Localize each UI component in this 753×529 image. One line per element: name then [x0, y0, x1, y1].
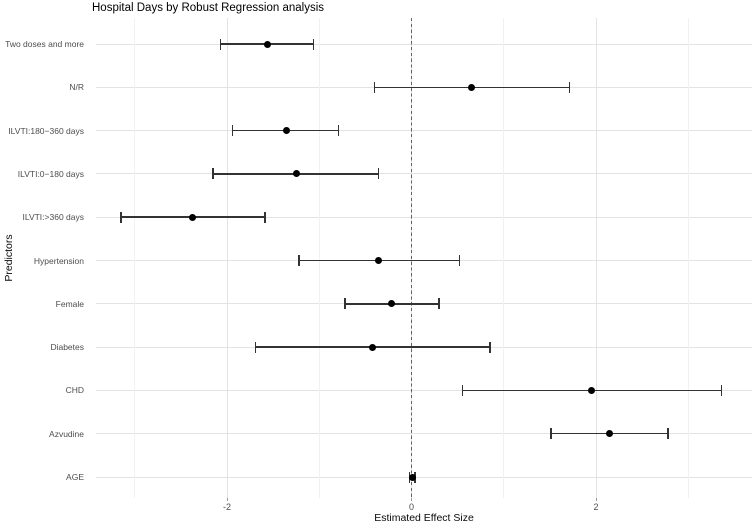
- estimate-point: [282, 127, 290, 135]
- gridline-horizontal: [96, 433, 752, 435]
- x-tick-mark: [595, 498, 597, 501]
- gridline-vertical-minor: [134, 18, 136, 498]
- estimate-point: [587, 386, 595, 394]
- estimate-point: [408, 473, 416, 481]
- errorbar-cap-right: [489, 341, 491, 353]
- gridline-horizontal: [96, 173, 752, 175]
- gridline-vertical-minor: [503, 18, 505, 498]
- errorbar-cap-left: [254, 341, 257, 353]
- errorbar-cap-right: [667, 428, 669, 440]
- estimate-point: [264, 40, 272, 48]
- errorbar-cap-right: [377, 168, 380, 180]
- errorbar-cap-left: [120, 211, 122, 223]
- gridline-horizontal: [96, 389, 752, 391]
- x-tick-label: 0: [409, 502, 415, 512]
- errorbar-cap-right: [568, 81, 571, 93]
- estimate-point: [189, 213, 197, 221]
- gridline-vertical-minor: [687, 18, 689, 498]
- estimate-point: [387, 300, 395, 308]
- estimate-point: [374, 257, 382, 264]
- x-axis: -2 0 2: [96, 498, 752, 516]
- category-label: Diabetes: [50, 342, 84, 353]
- category-label: Female: [55, 298, 84, 309]
- category-label: AGE: [66, 472, 84, 482]
- gridline-vertical-major: [595, 18, 597, 498]
- category-label: Azvudine: [49, 428, 84, 439]
- x-tick-mark: [226, 498, 228, 501]
- errorbar-cap-right: [337, 125, 340, 137]
- errorbar-cap-right: [720, 384, 723, 396]
- gridline-horizontal: [96, 130, 752, 132]
- errorbar-cap-left: [550, 428, 552, 440]
- estimate-point: [606, 430, 614, 438]
- errorbar-cap-left: [344, 298, 346, 310]
- estimate-point: [468, 83, 476, 91]
- errorbar-cap-left: [298, 255, 300, 266]
- plot-panel: [96, 18, 752, 498]
- errorbar-cap-left: [461, 384, 464, 396]
- y-axis-labels: Two doses and more N/R ILVTI:180−360 days I…: [0, 18, 90, 498]
- gridline-horizontal: [96, 476, 752, 478]
- gridline-horizontal: [96, 43, 752, 45]
- gridline-horizontal: [96, 216, 752, 218]
- errorbar-cap-left: [373, 81, 376, 93]
- category-label: Two doses and more: [5, 39, 84, 49]
- gridline-vertical-minor: [318, 18, 320, 498]
- category-label: N/R: [69, 82, 84, 93]
- category-label: CHD: [65, 385, 84, 396]
- estimate-point: [292, 170, 300, 178]
- errorbar-cap-left: [212, 168, 214, 180]
- category-label: ILVTI:0−180 days: [17, 168, 84, 179]
- x-axis-title: Estimated Effect Size: [374, 512, 474, 524]
- category-label: Hypertension: [33, 255, 84, 266]
- chart-title: Hospital Days by Robust Regression analy…: [92, 2, 325, 14]
- errorbar-cap-left: [231, 125, 234, 137]
- x-tick-label: 2: [593, 502, 599, 512]
- category-label: ILVTI:180−360 days: [8, 125, 84, 136]
- errorbar-cap-right: [312, 38, 315, 50]
- gridline-vertical-major: [226, 18, 228, 498]
- errorbar-cap-right: [458, 255, 461, 266]
- zero-reference-line: [410, 18, 413, 498]
- category-label: ILVTI:>360 days: [22, 212, 84, 223]
- x-tick-mark: [411, 498, 413, 501]
- errorbar-cap-right: [438, 298, 440, 310]
- errorbar-cap-left: [219, 38, 222, 50]
- errorbar-cap-right: [264, 211, 266, 223]
- x-tick-label: -2: [222, 502, 232, 512]
- estimate-point: [369, 343, 377, 351]
